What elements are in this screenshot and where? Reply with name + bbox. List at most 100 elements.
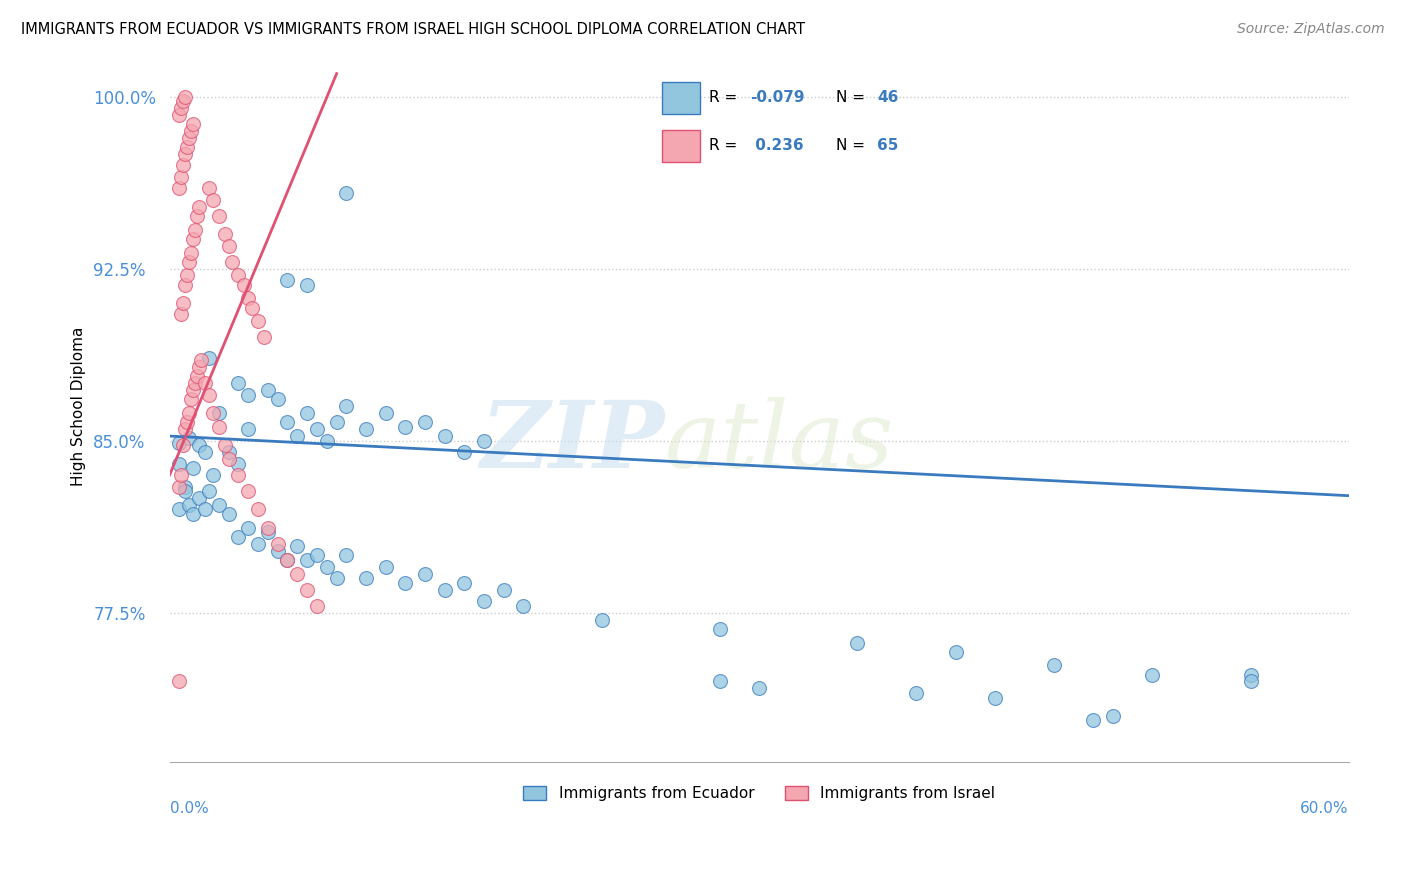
Point [208, 498, 231, 512]
Point [170, 468, 193, 483]
Point [394, 420, 416, 434]
Point [472, 594, 495, 608]
Point [315, 434, 337, 448]
Point [228, 268, 250, 283]
Point [1043, 658, 1066, 673]
Point [492, 582, 515, 597]
Point [512, 599, 534, 613]
Point [315, 559, 337, 574]
Point [218, 507, 240, 521]
Point [453, 445, 475, 459]
Point [214, 227, 236, 242]
Point [184, 222, 207, 236]
Point [266, 543, 288, 558]
Point [325, 571, 347, 585]
Point [285, 539, 308, 553]
Text: 0.0%: 0.0% [170, 801, 208, 816]
Point [453, 575, 475, 590]
Point [174, 484, 197, 499]
Point [169, 436, 191, 450]
Point [253, 330, 276, 344]
Point [174, 147, 197, 161]
Point [172, 296, 194, 310]
Point [1239, 667, 1261, 681]
Point [194, 445, 217, 459]
Point [846, 635, 869, 649]
Point [208, 406, 231, 420]
Point [325, 415, 347, 429]
Point [188, 438, 211, 452]
Point [276, 273, 298, 287]
Y-axis label: High School Diploma: High School Diploma [72, 326, 86, 486]
Point [170, 308, 193, 322]
Point [181, 507, 204, 521]
Point [238, 422, 260, 436]
Point [228, 376, 250, 391]
Point [354, 571, 377, 585]
Point [218, 445, 240, 459]
Point [198, 351, 221, 365]
Point [591, 613, 613, 627]
Point [179, 406, 201, 420]
Point [374, 406, 396, 420]
Point [1142, 667, 1164, 681]
Point [169, 674, 191, 689]
Point [228, 530, 250, 544]
Point [413, 415, 436, 429]
Point [176, 268, 198, 283]
Point [180, 124, 202, 138]
Point [240, 301, 263, 315]
Point [433, 429, 456, 443]
Text: Source: ZipAtlas.com: Source: ZipAtlas.com [1237, 22, 1385, 37]
Point [335, 549, 357, 563]
Point [748, 681, 770, 696]
Point [201, 406, 224, 420]
Point [247, 314, 270, 328]
Point [238, 484, 260, 499]
Point [905, 686, 928, 700]
Point [181, 461, 204, 475]
Point [201, 193, 224, 207]
Point [181, 383, 204, 397]
Text: IMMIGRANTS FROM ECUADOR VS IMMIGRANTS FROM ISRAEL HIGH SCHOOL DIPLOMA CORRELATIO: IMMIGRANTS FROM ECUADOR VS IMMIGRANTS FR… [21, 22, 806, 37]
Point [374, 559, 396, 574]
Point [305, 549, 328, 563]
Point [1102, 709, 1125, 723]
Point [188, 491, 211, 505]
Point [179, 498, 201, 512]
Point [169, 181, 191, 195]
Point [1083, 714, 1105, 728]
Point [218, 238, 240, 252]
Point [238, 521, 260, 535]
Point [181, 117, 204, 131]
Point [170, 101, 193, 115]
Point [221, 254, 243, 268]
Point [198, 484, 221, 499]
Point [174, 277, 197, 292]
Text: 60.0%: 60.0% [1301, 801, 1348, 816]
Text: atlas: atlas [665, 397, 894, 487]
Legend: Immigrants from Ecuador, Immigrants from Israel: Immigrants from Ecuador, Immigrants from… [517, 780, 1001, 807]
Point [305, 422, 328, 436]
Point [285, 429, 308, 443]
Point [266, 537, 288, 551]
Point [190, 353, 212, 368]
Point [172, 158, 194, 172]
Point [266, 392, 288, 407]
Point [233, 277, 256, 292]
Point [945, 645, 967, 659]
Point [709, 622, 731, 636]
Point [276, 415, 298, 429]
Point [179, 131, 201, 145]
Point [1239, 674, 1261, 689]
Point [169, 502, 191, 516]
Point [472, 434, 495, 448]
Point [228, 457, 250, 471]
Point [335, 186, 357, 200]
Point [238, 388, 260, 402]
Point [188, 360, 211, 375]
Point [305, 599, 328, 613]
Point [238, 292, 260, 306]
Point [172, 94, 194, 108]
Text: ZIP: ZIP [481, 397, 665, 487]
